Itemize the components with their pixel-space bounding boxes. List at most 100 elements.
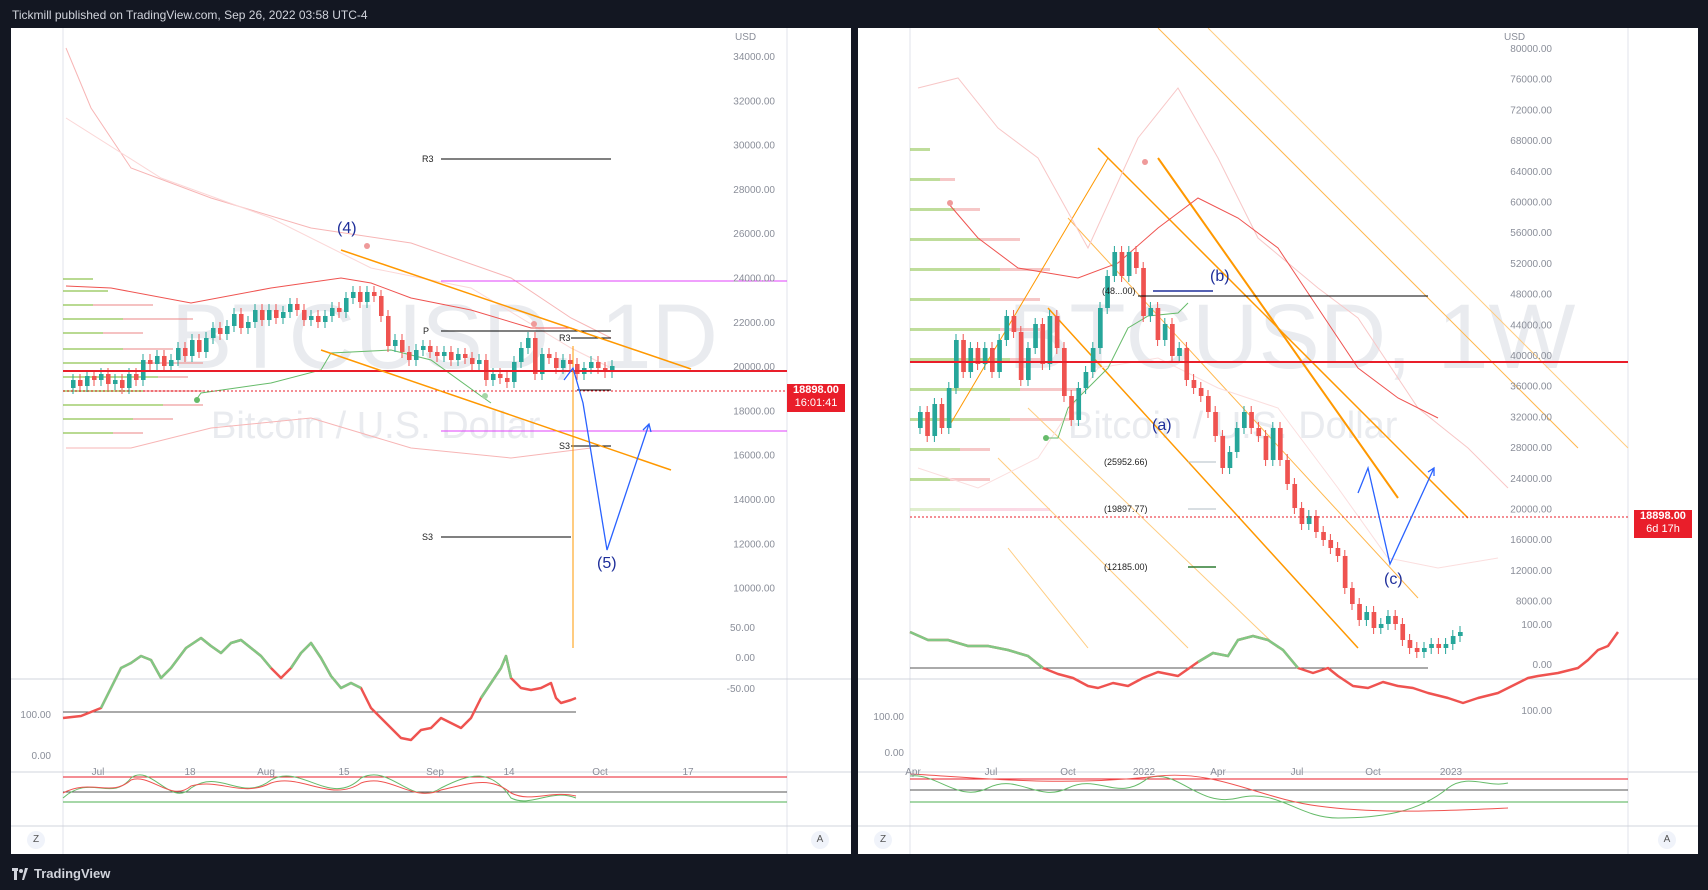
candle-body: [1270, 428, 1276, 460]
candle-body: [1364, 612, 1370, 620]
right-chart-panel[interactable]: BTCUSD, 1W Bitcoin / U.S. Dollar: [858, 28, 1698, 854]
candle-body: [519, 348, 524, 362]
candle-body: [267, 310, 272, 320]
candle-body: [1436, 644, 1442, 648]
candle-body: [1458, 632, 1463, 636]
candle-body: [113, 380, 118, 384]
right-price-tick: 12000.00: [1510, 566, 1552, 577]
candle-body: [1155, 308, 1161, 340]
candle-body: [968, 348, 974, 372]
right-osc2-lines: [909, 775, 1509, 819]
left-osc2-tick: 100.00: [20, 710, 51, 721]
candle-body: [155, 356, 160, 364]
right-countdown: 6d 17h: [1646, 523, 1680, 535]
candle-body: [575, 364, 580, 374]
candle-body: [477, 360, 482, 364]
left-price-tick: 26000.00: [733, 229, 775, 240]
right-zoom-button[interactable]: Z: [874, 831, 892, 849]
candle-body: [925, 412, 930, 436]
right-time-tick: Apr: [1210, 767, 1226, 778]
left-time-tick: Jul: [92, 767, 105, 778]
left-currency-label: USD: [735, 32, 756, 43]
tradingview-logo[interactable]: TradingView: [12, 866, 110, 881]
left-wave-5-label: (5): [597, 555, 617, 572]
right-price-tick: 60000.00: [1510, 198, 1552, 209]
candle-body: [1170, 324, 1175, 356]
right-last-price: 18898.00: [1640, 510, 1686, 522]
right-currency-label: USD: [1504, 32, 1525, 43]
candle-body: [1371, 612, 1377, 628]
left-osc1-axis: 50.00 0.00 -50.00: [727, 623, 756, 695]
right-level-25952: (25952.66): [1104, 457, 1148, 467]
left-price-axis[interactable]: 34000.00 32000.00 30000.00 28000.00 26000.00…: [733, 52, 775, 595]
candle-body: [295, 304, 300, 310]
candle-body: [1083, 372, 1089, 388]
left-pivot-r3: R3: [559, 333, 571, 343]
candle-body: [1040, 324, 1046, 364]
candle-body: [1198, 388, 1204, 396]
right-auto-scale-button[interactable]: A: [1658, 831, 1676, 849]
candle-body: [1112, 252, 1118, 276]
candle-body: [1090, 348, 1096, 372]
candle-body: [975, 348, 981, 364]
right-time-axis[interactable]: 21AprJulOct2022AprJulOct2023: [858, 767, 1463, 778]
right-time-tick: Jul: [1291, 767, 1304, 778]
candle-body: [260, 310, 265, 320]
candle-body: [127, 374, 132, 388]
candle-body: [281, 312, 286, 318]
candle-body: [1378, 624, 1384, 628]
left-osc2-lines: [62, 774, 577, 802]
right-time-tick: Oct: [1060, 767, 1076, 778]
candle-body: [1011, 316, 1017, 332]
left-pivot-r3-top: R3: [422, 154, 434, 164]
publisher-bar: Tickmill published on TradingView.com, S…: [0, 0, 1708, 28]
tradingview-logo-icon: [12, 867, 28, 880]
candle-body: [1069, 396, 1074, 420]
publisher-text: Tickmill published on TradingView.com, S…: [12, 8, 368, 22]
candle-body: [1206, 396, 1211, 412]
candle-body: [358, 292, 363, 302]
left-price-tick: 20000.00: [733, 362, 775, 373]
candle-body: [568, 360, 573, 364]
right-wave-c-label: (c): [1384, 571, 1403, 588]
left-band-upper: [65, 47, 612, 339]
left-projection-path: [563, 366, 650, 551]
right-price-tick: 76000.00: [1510, 75, 1552, 86]
candle-body: [407, 352, 412, 360]
left-zoom-button[interactable]: Z: [27, 831, 45, 849]
candle-body: [1306, 516, 1312, 524]
candle-body: [92, 376, 97, 380]
candle-body: [1033, 324, 1038, 348]
candle-body: [470, 358, 475, 364]
left-auto-scale-button[interactable]: A: [811, 831, 829, 849]
left-band-lower: [66, 417, 592, 459]
candle-body: [526, 338, 531, 348]
candle-body: [1119, 252, 1125, 276]
candle-body: [386, 316, 391, 346]
left-time-tick: Oct: [592, 767, 608, 778]
right-watermark-name: Bitcoin / U.S. Dollar: [1068, 405, 1398, 447]
candle-body: [372, 292, 377, 296]
candle-body: [1386, 616, 1391, 624]
left-chart-svg[interactable]: BTCUSD, 1D Bitcoin / U.S. Dollar R3 P R3: [11, 28, 851, 854]
right-chart-svg[interactable]: BTCUSD, 1W Bitcoin / U.S. Dollar: [858, 28, 1698, 854]
candle-body: [99, 374, 104, 380]
right-price-tick: 72000.00: [1510, 105, 1552, 116]
candle-body: [1105, 276, 1110, 308]
left-time-tick: 14: [503, 767, 515, 778]
right-price-axis[interactable]: 80000.00 76000.00 72000.00 68000.00 64000.00…: [1510, 44, 1552, 608]
right-price-tick: 80000.00: [1510, 44, 1552, 55]
candle-body: [71, 380, 76, 388]
right-price-tick: 28000.00: [1510, 443, 1552, 454]
right-price-tick: 64000.00: [1510, 167, 1552, 178]
candle-body: [596, 362, 601, 368]
left-time-axis[interactable]: Jul 18 Aug 15 Sep 14 Oct 17: [92, 767, 694, 778]
candle-body: [274, 310, 279, 318]
right-osc1-tick: 0.00: [1533, 660, 1553, 671]
candle-body: [990, 348, 995, 372]
candle-body: [449, 352, 454, 360]
left-price-tick: 24000.00: [733, 274, 775, 285]
left-osc2-tick: 0.00: [32, 751, 52, 762]
candle-body: [239, 314, 244, 328]
left-chart-panel[interactable]: BTCUSD, 1D Bitcoin / U.S. Dollar R3 P R3: [11, 28, 851, 854]
